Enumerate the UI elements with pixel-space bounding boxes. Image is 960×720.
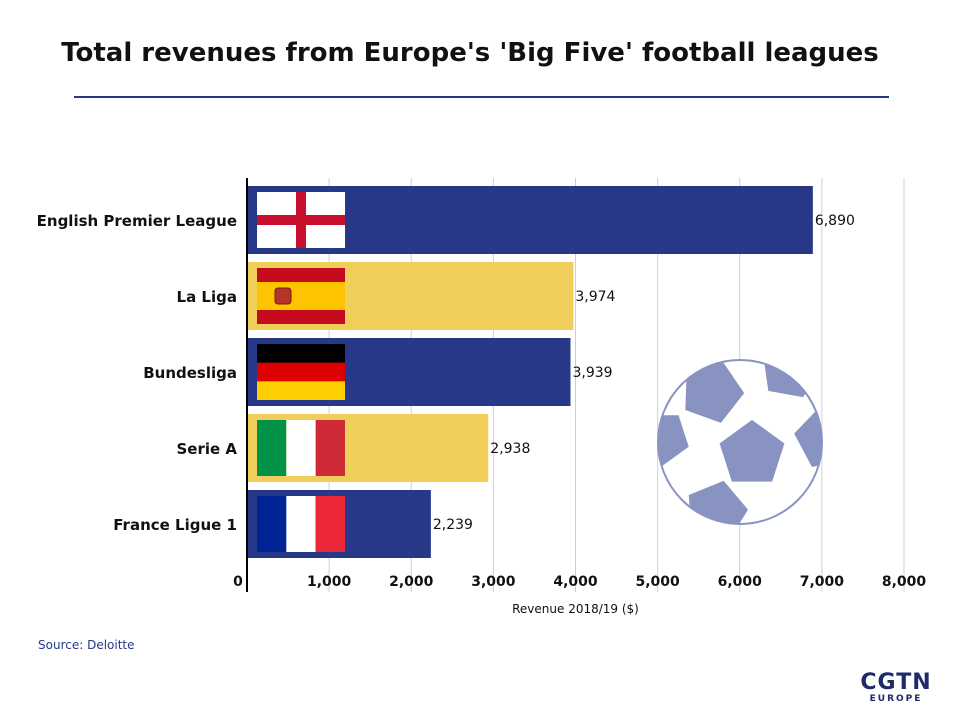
value-label: 2,938: [490, 441, 530, 457]
football-icon: [657, 359, 823, 525]
ball-patch: [685, 477, 752, 524]
flag-stripe-blue: [257, 496, 287, 552]
flag-cross-horizontal: [257, 215, 345, 225]
flag-stripe-red: [315, 496, 345, 552]
logo-main-text: CGTN: [860, 670, 932, 695]
ball-patch: [790, 402, 822, 471]
flag-stripe-black: [257, 344, 345, 363]
x-tick-label: 3,000: [471, 574, 516, 590]
category-label: France Ligue 1: [113, 516, 237, 534]
italy-flag: [257, 420, 345, 476]
category-label: Serie A: [176, 440, 237, 458]
flag-stripe-white: [286, 496, 316, 552]
x-tick-label: 7,000: [800, 574, 845, 590]
category-label: English Premier League: [37, 212, 237, 230]
flag-stripe-yellow: [257, 282, 345, 310]
x-tick-label: 6,000: [718, 574, 763, 590]
flag-stripe-red: [257, 362, 345, 382]
spain-flag: [257, 268, 345, 324]
flag-stripe-red: [315, 420, 345, 476]
x-tick-label: 8,000: [882, 574, 927, 590]
x-tick-label: 4,000: [553, 574, 598, 590]
flag-stripe-white: [286, 420, 316, 476]
x-tick-label: 5,000: [635, 574, 680, 590]
chart-title: Total revenues from Europe's 'Big Five' …: [61, 38, 879, 68]
value-label: 2,239: [433, 517, 473, 533]
x-tick-label: 0: [233, 574, 243, 590]
england-flag: [257, 192, 345, 248]
coat-of-arms-icon: [274, 287, 292, 305]
flag-stripe-gold: [257, 381, 345, 400]
ball-patch: [658, 412, 693, 470]
x-axis-label: Revenue 2018/19 ($): [512, 602, 639, 616]
category-label: Bundesliga: [143, 364, 237, 382]
x-tick-label: 1,000: [307, 574, 352, 590]
logo-sub-text: EUROPE: [869, 694, 923, 704]
value-label: 6,890: [815, 213, 855, 229]
title-divider: [74, 96, 889, 98]
value-label: 3,939: [572, 365, 612, 381]
ball-outline: [657, 359, 823, 525]
source-note: Source: Deloitte: [38, 638, 135, 652]
france-flag: [257, 496, 345, 552]
category-label: La Liga: [177, 288, 237, 306]
x-tick-label: 2,000: [389, 574, 434, 590]
ball-patch: [716, 416, 788, 485]
germany-flag: [257, 344, 345, 400]
value-label: 3,974: [575, 289, 615, 305]
cgtn-logo: CGTN EUROPE: [858, 670, 934, 705]
ball-patch: [760, 360, 822, 401]
flag-stripe-green: [257, 420, 287, 476]
